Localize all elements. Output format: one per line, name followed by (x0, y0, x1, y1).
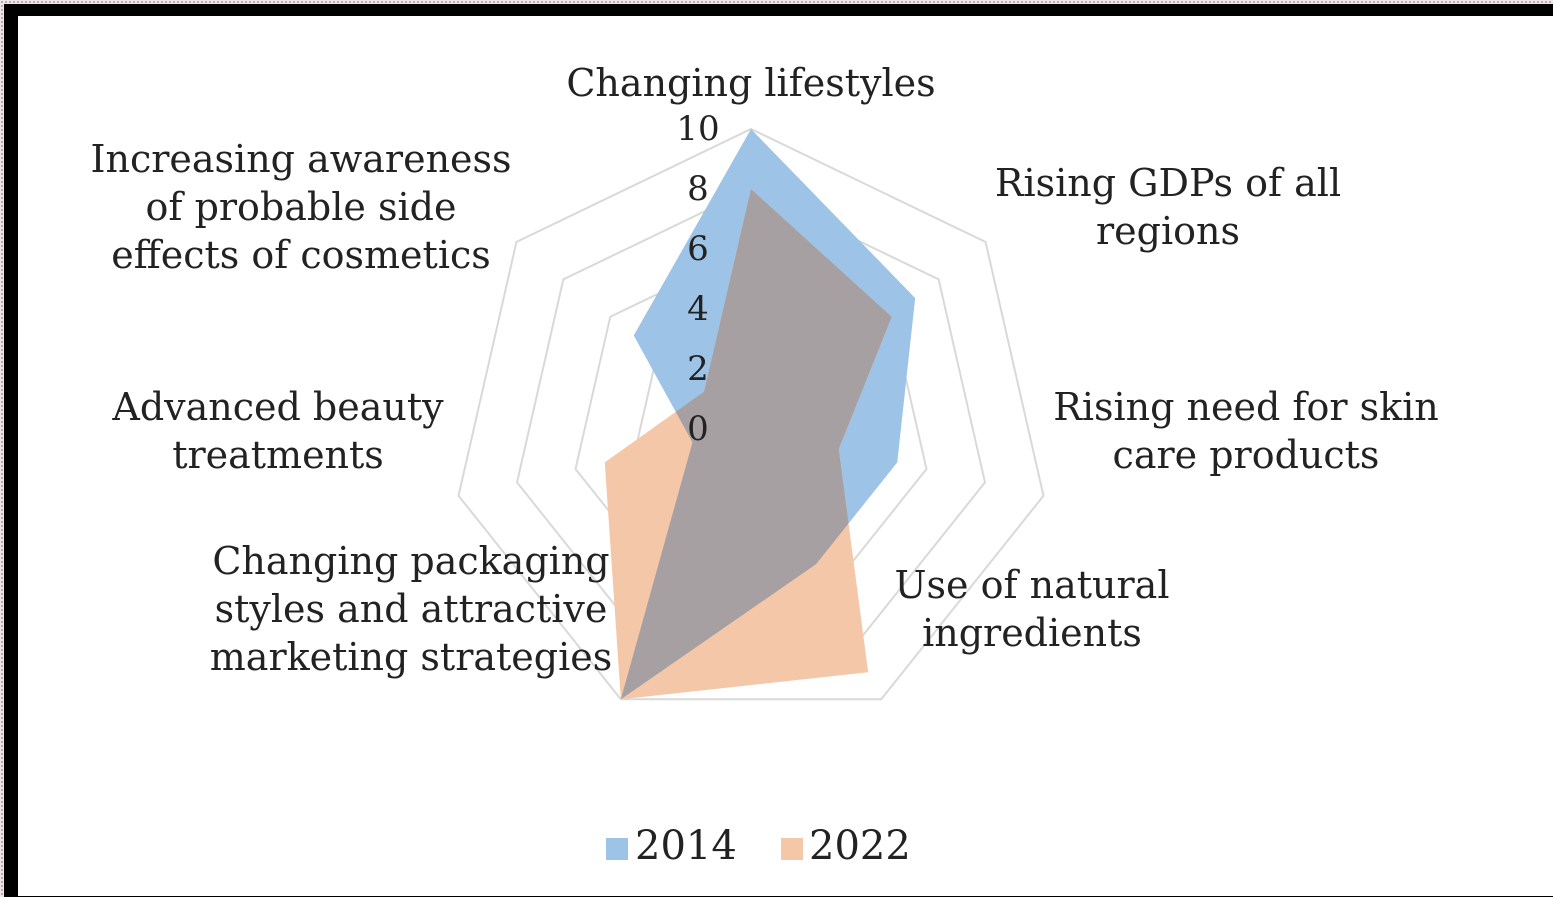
tick-label: 8 (687, 169, 709, 209)
legend-label-2014: 2014 (635, 823, 737, 869)
radial-axis-ticks: 0 2 4 6 8 10 (676, 109, 719, 449)
category-label: Changing packaging styles and attractive m… (210, 539, 613, 679)
tick-label: 4 (687, 289, 709, 329)
grid-ring (457, 127, 1045, 701)
legend-swatch-2014 (606, 838, 628, 860)
category-label: Increasing awareness of probable side effe… (90, 137, 511, 277)
tick-label: 6 (687, 229, 709, 269)
category-label: Use of natural ingredients (895, 563, 1170, 655)
category-label: Advanced beauty treatments (111, 385, 444, 477)
category-label: Rising GDPs of all regions (995, 161, 1341, 253)
tick-label: 2 (687, 349, 709, 389)
category-labels: Changing lifestyles Rising GDPs of all reg… (90, 61, 1438, 679)
category-label: Changing lifestyles (566, 61, 935, 105)
chart-frame: 0 2 4 6 8 10 Changing lifestyles Rising GDPs o… (4, 4, 1553, 897)
category-label: Rising need for skin care products (1053, 385, 1439, 477)
legend: 2014 2022 (606, 823, 911, 869)
series-layer (604, 129, 916, 700)
legend-label-2022: 2022 (809, 823, 911, 869)
radar-chart: 0 2 4 6 8 10 Changing lifestyles Rising GDPs o… (90, 61, 1438, 869)
tick-label: 10 (676, 109, 719, 149)
tick-label: 0 (687, 409, 709, 449)
chart-panel: 0 2 4 6 8 10 Changing lifestyles Rising GDPs o… (18, 16, 1553, 896)
legend-swatch-2022 (781, 838, 803, 860)
